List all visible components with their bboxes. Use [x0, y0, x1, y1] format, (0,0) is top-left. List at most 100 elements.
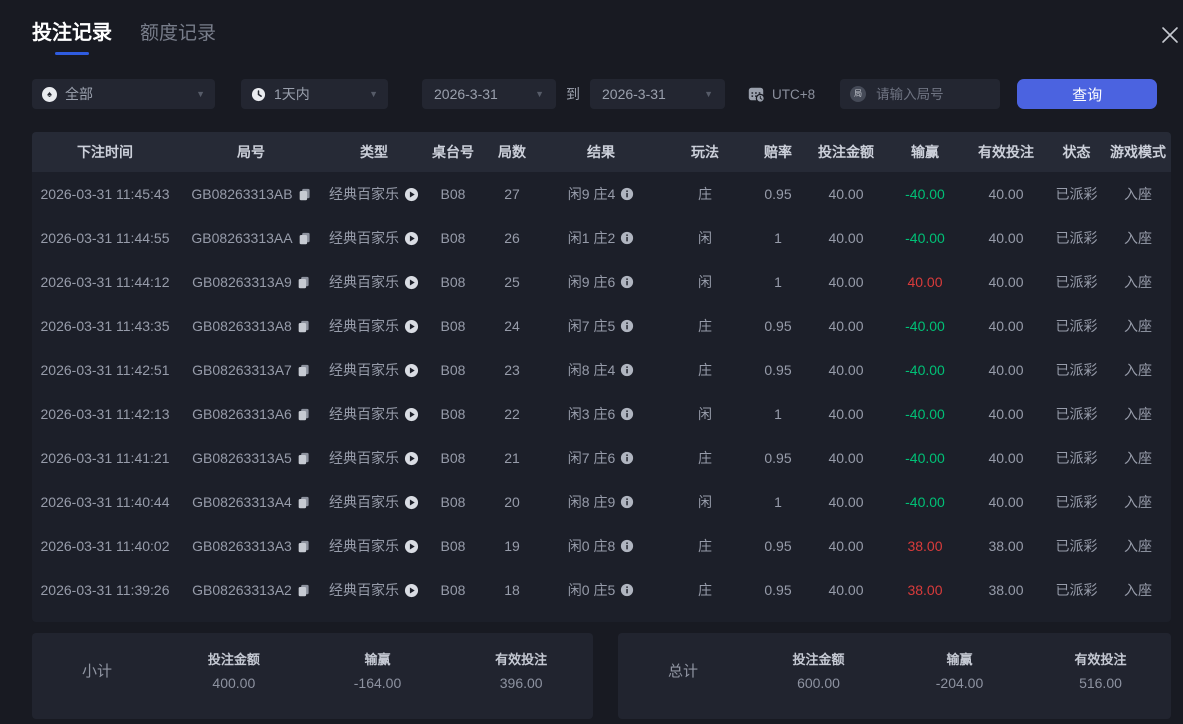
info-icon[interactable] [620, 495, 634, 509]
cell-round-id: GB08263313AB [178, 186, 324, 202]
tab-quota-records[interactable]: 额度记录 [140, 18, 216, 45]
round-id-text: GB08263313A8 [192, 318, 292, 334]
play-video-icon[interactable] [404, 187, 419, 202]
total-valid-bet: 有效投注 516.00 [1030, 649, 1171, 691]
cell-win-loss: 38.00 [907, 538, 943, 554]
tab-bet-records[interactable]: 投注记录 [32, 16, 112, 55]
play-video-icon[interactable] [404, 583, 419, 598]
game-type-text: 经典百家乐 [329, 186, 399, 202]
cell-win-loss: 40.00 [907, 274, 943, 290]
cell-round-no: 18 [504, 582, 520, 598]
cell-bet-amount: 40.00 [828, 538, 864, 554]
round-search-input[interactable] [874, 85, 991, 103]
info-icon[interactable] [620, 407, 634, 421]
copy-icon[interactable] [297, 584, 310, 597]
cell-round-no: 22 [504, 406, 520, 422]
cell-game-mode: 入座 [1124, 230, 1152, 246]
cell-valid-bet: 38.00 [988, 538, 1024, 554]
copy-icon[interactable] [297, 320, 310, 333]
copy-icon[interactable] [297, 364, 310, 377]
copy-icon[interactable] [297, 496, 310, 509]
cell-odds: 1 [774, 494, 782, 510]
copy-icon[interactable] [297, 540, 310, 553]
column-header: 投注金额 [818, 144, 874, 160]
cell-table-no: B08 [440, 362, 466, 378]
stat-label: 有效投注 [1074, 652, 1127, 667]
column-header: 下注时间 [77, 144, 133, 160]
column-header: 玩法 [691, 144, 719, 160]
game-type-text: 经典百家乐 [329, 450, 399, 466]
stat-label: 输赢 [946, 652, 973, 667]
subtotal-bet-amount: 投注金额 400.00 [162, 649, 306, 691]
cell-game-type: 经典百家乐 [324, 272, 424, 292]
date-from-select[interactable]: 2026-3-31 ▼ [422, 79, 556, 109]
play-video-icon[interactable] [404, 451, 419, 466]
cell-game-mode: 入座 [1124, 318, 1152, 334]
summary-bar: 小计 投注金额 400.00 输赢 -164.00 有效投注 396.00 总计… [32, 633, 1183, 719]
cell-status: 已派彩 [1055, 362, 1098, 378]
cell-status: 已派彩 [1055, 318, 1098, 334]
game-type-text: 经典百家乐 [329, 318, 399, 334]
subtotal-label: 小计 [81, 662, 112, 680]
copy-icon[interactable] [298, 188, 311, 201]
copy-icon[interactable] [297, 408, 310, 421]
query-button[interactable]: 查询 [1017, 79, 1158, 109]
cell-play: 闲 [698, 274, 712, 290]
info-icon[interactable] [620, 231, 634, 245]
cell-bet-time: 2026-03-31 11:39:26 [40, 582, 170, 598]
play-video-icon[interactable] [404, 275, 419, 290]
info-icon[interactable] [620, 275, 634, 289]
column-header: 有效投注 [978, 144, 1034, 160]
cell-status: 已派彩 [1055, 494, 1098, 510]
cell-odds: 0.95 [764, 362, 792, 378]
subtotal-box: 小计 投注金额 400.00 输赢 -164.00 有效投注 396.00 [32, 633, 593, 719]
close-icon[interactable] [1157, 22, 1183, 48]
cell-table-no: B08 [440, 450, 466, 466]
info-icon[interactable] [620, 319, 634, 333]
play-video-icon[interactable] [404, 539, 419, 554]
cell-valid-bet: 38.00 [988, 582, 1024, 598]
cell-valid-bet: 40.00 [988, 450, 1024, 466]
cell-valid-bet: 40.00 [988, 318, 1024, 334]
calendar-clock-icon[interactable] [747, 85, 765, 103]
bet-type-select[interactable]: ♠ 全部 ▼ [32, 79, 215, 109]
timezone-display: UTC+8 [747, 85, 815, 103]
cell-result: 闲9 庄6 [542, 272, 660, 292]
result-text: 闲1 庄2 [567, 230, 616, 246]
result-text: 闲0 庄5 [567, 582, 616, 598]
chevron-down-icon: ▼ [704, 89, 713, 99]
cell-play: 闲 [698, 406, 712, 422]
time-range-select[interactable]: 1天内 ▼ [241, 79, 388, 109]
play-video-icon[interactable] [404, 319, 419, 334]
cell-round-id: GB08263313A2 [178, 582, 324, 598]
column-header: 局数 [498, 144, 526, 160]
play-video-icon[interactable] [404, 231, 419, 246]
column-header: 局号 [237, 144, 265, 160]
play-video-icon[interactable] [404, 363, 419, 378]
cell-play: 闲 [698, 230, 712, 246]
play-video-icon[interactable] [404, 407, 419, 422]
play-video-icon[interactable] [404, 495, 419, 510]
cell-table-no: B08 [440, 494, 466, 510]
info-icon[interactable] [620, 451, 634, 465]
column-header: 赔率 [764, 144, 792, 160]
cell-game-mode: 入座 [1124, 450, 1152, 466]
copy-icon[interactable] [298, 232, 311, 245]
info-icon[interactable] [620, 363, 634, 377]
table-row: 2026-03-31 11:43:35 GB08263313A8 经典百家乐 B… [32, 304, 1171, 348]
cell-valid-bet: 40.00 [988, 494, 1024, 510]
filter-bar: ♠ 全部 ▼ 1天内 ▼ 2026-3-31 ▼ 到 2026-3-31 ▼ U… [32, 79, 1183, 109]
info-icon[interactable] [620, 583, 634, 597]
stat-value: 400.00 [212, 675, 256, 691]
round-search-field[interactable]: 局 [840, 79, 1001, 109]
copy-icon[interactable] [297, 276, 310, 289]
info-icon[interactable] [620, 187, 634, 201]
info-icon[interactable] [620, 539, 634, 553]
cell-result: 闲7 庄6 [542, 448, 660, 468]
copy-icon[interactable] [297, 452, 310, 465]
column-header: 结果 [587, 144, 615, 160]
date-to-select[interactable]: 2026-3-31 ▼ [590, 79, 725, 109]
cell-round-no: 24 [504, 318, 520, 334]
cell-game-type: 经典百家乐 [324, 448, 424, 468]
cell-odds: 0.95 [764, 582, 792, 598]
